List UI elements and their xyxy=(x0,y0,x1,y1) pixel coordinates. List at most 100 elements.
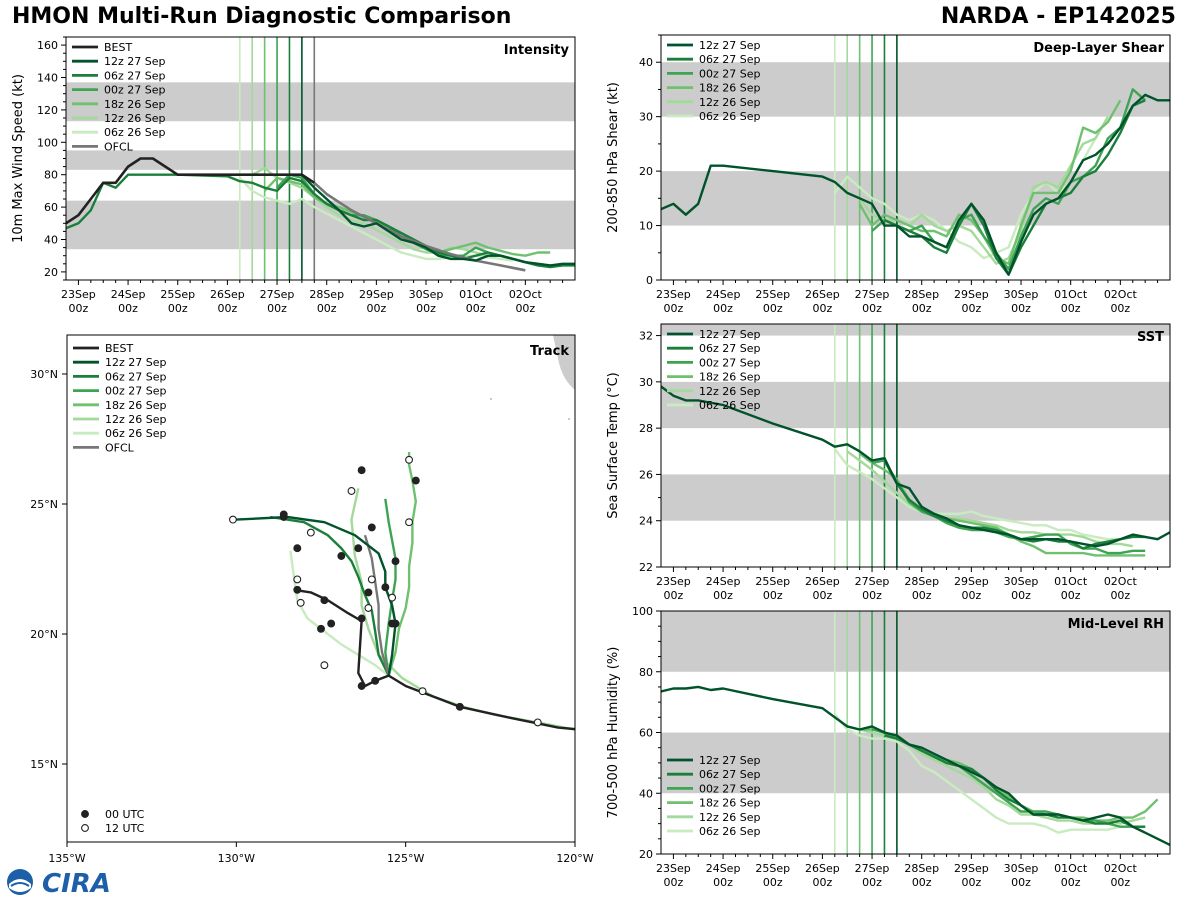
rh-series-06z-27-Sep xyxy=(884,734,1146,828)
figure-title: HMON Multi-Run Diagnostic Comparison xyxy=(12,4,512,29)
rh-band-0 xyxy=(661,732,1170,794)
rh-title: Mid-Level RH xyxy=(1068,617,1164,632)
intensity-series-06z-26-Sep xyxy=(238,177,514,262)
intensity-xtick-day: 23Sep xyxy=(61,288,96,301)
sst-band-1 xyxy=(661,381,1170,429)
intensity-xtick-day: 29Sep xyxy=(359,288,394,301)
shear-title: Deep-Layer Shear xyxy=(1033,41,1164,56)
shear-xtick-hour: 00z xyxy=(912,302,932,315)
rh-legend-label: 06z 27 Sep xyxy=(699,768,761,781)
intensity-xtick-day: 28Sep xyxy=(309,288,344,301)
intensity-xtick-day: 25Sep xyxy=(160,288,195,301)
sst-legend-label: 12z 26 Sep xyxy=(699,385,761,398)
rh-chart: 2040608010023Sep00z24Sep00z25Sep00z26Sep… xyxy=(606,605,1171,889)
track-legend-label: 12z 26 Sep xyxy=(105,413,167,426)
rh-band-1 xyxy=(661,611,1170,672)
track-12z-27-Sep xyxy=(236,515,397,676)
rh-series-12z-27-Sep xyxy=(661,685,1170,846)
rh-xtick-day: 24Sep xyxy=(706,862,741,875)
shear-series-00z-27-Sep xyxy=(871,88,1146,271)
sst-xtick-day: 26Sep xyxy=(805,575,840,588)
rh-xtick-hour: 00z xyxy=(1061,876,1081,889)
intensity-chart: 2040608010012014016023Sep00z24Sep00z25Se… xyxy=(11,36,576,315)
intensity-ytick-label: 40 xyxy=(44,234,58,247)
shear-legend-label: 12z 27 Sep xyxy=(699,39,761,52)
marker-00utc xyxy=(354,544,363,553)
sst-xtick-day: 01Oct xyxy=(1054,575,1088,588)
marker-12utc xyxy=(306,528,315,537)
sst-xtick-hour: 00z xyxy=(862,589,882,602)
marker-00utc xyxy=(364,588,373,597)
shear-xtick-hour: 00z xyxy=(713,302,733,315)
rh-xtick-hour: 00z xyxy=(763,876,783,889)
sst-xtick-hour: 00z xyxy=(1110,589,1130,602)
marker-00utc xyxy=(320,596,329,605)
shear-legend-label: 06z 26 Sep xyxy=(699,110,761,123)
sst-xtick-day: 28Sep xyxy=(904,575,939,588)
rh-xtick-day: 29Sep xyxy=(954,862,989,875)
sst-xtick-hour: 00z xyxy=(912,589,932,602)
track-xtick-label: 125°W xyxy=(387,852,424,865)
track-12z-26-Sep xyxy=(350,488,575,731)
shear-xtick-day: 02Oct xyxy=(1104,288,1138,301)
shear-frame xyxy=(660,34,1171,281)
track-xtick-label: 130°W xyxy=(218,852,255,865)
intensity-xtick-hour: 00z xyxy=(466,302,486,315)
intensity-xtick-day: 30Sep xyxy=(409,288,444,301)
track-18z-26-Sep xyxy=(387,452,417,676)
rh-ytick-label: 100 xyxy=(632,605,653,618)
shear-series-12z-27-Sep xyxy=(661,93,1170,276)
marker-12utc xyxy=(293,575,302,584)
marker-00utc xyxy=(391,619,400,628)
rh-xtick-hour: 00z xyxy=(1110,876,1130,889)
track-legend-label: 12z 27 Sep xyxy=(105,356,167,369)
rh-ytick-label: 60 xyxy=(639,727,653,740)
sst-legend-label: 06z 27 Sep xyxy=(699,342,761,355)
intensity-xtick-day: 26Sep xyxy=(210,288,245,301)
sst-legend-label: 18z 26 Sep xyxy=(699,371,761,384)
shear-xtick-day: 30Sep xyxy=(1004,288,1039,301)
sst-ytick-label: 24 xyxy=(639,515,653,528)
marker-12utc xyxy=(418,687,427,696)
shear-xtick-hour: 00z xyxy=(1011,302,1031,315)
intensity-ytick-label: 140 xyxy=(37,72,58,85)
intensity-ytick-label: 120 xyxy=(37,104,58,117)
sst-chart: 22242628303223Sep00z24Sep00z25Sep00z26Se… xyxy=(606,323,1171,602)
sst-series-12z-27-Sep xyxy=(661,385,1170,548)
rh-xtick-hour: 00z xyxy=(961,876,981,889)
track-legend-label: 06z 27 Sep xyxy=(105,370,167,383)
track-ytick-label: 30°N xyxy=(30,368,58,381)
intensity-band-2 xyxy=(66,82,575,122)
rh-ytick-label: 20 xyxy=(639,848,653,861)
sst-legend-label: 12z 27 Sep xyxy=(699,328,761,341)
sst-xtick-day: 30Sep xyxy=(1004,575,1039,588)
sst-series-00z-27-Sep xyxy=(871,459,1146,555)
track-ytick-label: 15°N xyxy=(30,758,58,771)
rh-legend-label: 12z 27 Sep xyxy=(699,754,761,767)
sst-xtick-day: 23Sep xyxy=(656,575,691,588)
cira-logo: CIRA xyxy=(7,869,111,898)
marker-00utc xyxy=(327,619,336,628)
marker-00utc xyxy=(371,676,380,685)
track-title: Track xyxy=(530,344,569,359)
intensity-xtick-day: 27Sep xyxy=(260,288,295,301)
track-legend-label: 18z 26 Sep xyxy=(105,399,167,412)
shear-xtick-hour: 00z xyxy=(961,302,981,315)
track-00z-27-Sep xyxy=(384,498,397,676)
shear-xtick-hour: 00z xyxy=(862,302,882,315)
intensity-legend-label: 00z 27 Sep xyxy=(104,84,166,97)
intensity-xtick-hour: 00z xyxy=(267,302,287,315)
shear-ytick-label: 20 xyxy=(639,165,653,178)
shear-band-1 xyxy=(661,62,1170,117)
shear-xtick-day: 25Sep xyxy=(755,288,790,301)
intensity-xtick-hour: 00z xyxy=(168,302,188,315)
intensity-xtick-hour: 00z xyxy=(515,302,535,315)
sst-xtick-hour: 00z xyxy=(664,589,684,602)
intensity-xtick-hour: 00z xyxy=(118,302,138,315)
shear-ylabel: 200-850 hPa Shear (kt) xyxy=(606,82,621,233)
shear-xtick-hour: 00z xyxy=(763,302,783,315)
shear-series-12z-26-Sep xyxy=(846,116,1109,265)
rh-xtick-hour: 00z xyxy=(1011,876,1031,889)
marker-12utc xyxy=(388,593,397,602)
sst-xtick-hour: 00z xyxy=(812,589,832,602)
